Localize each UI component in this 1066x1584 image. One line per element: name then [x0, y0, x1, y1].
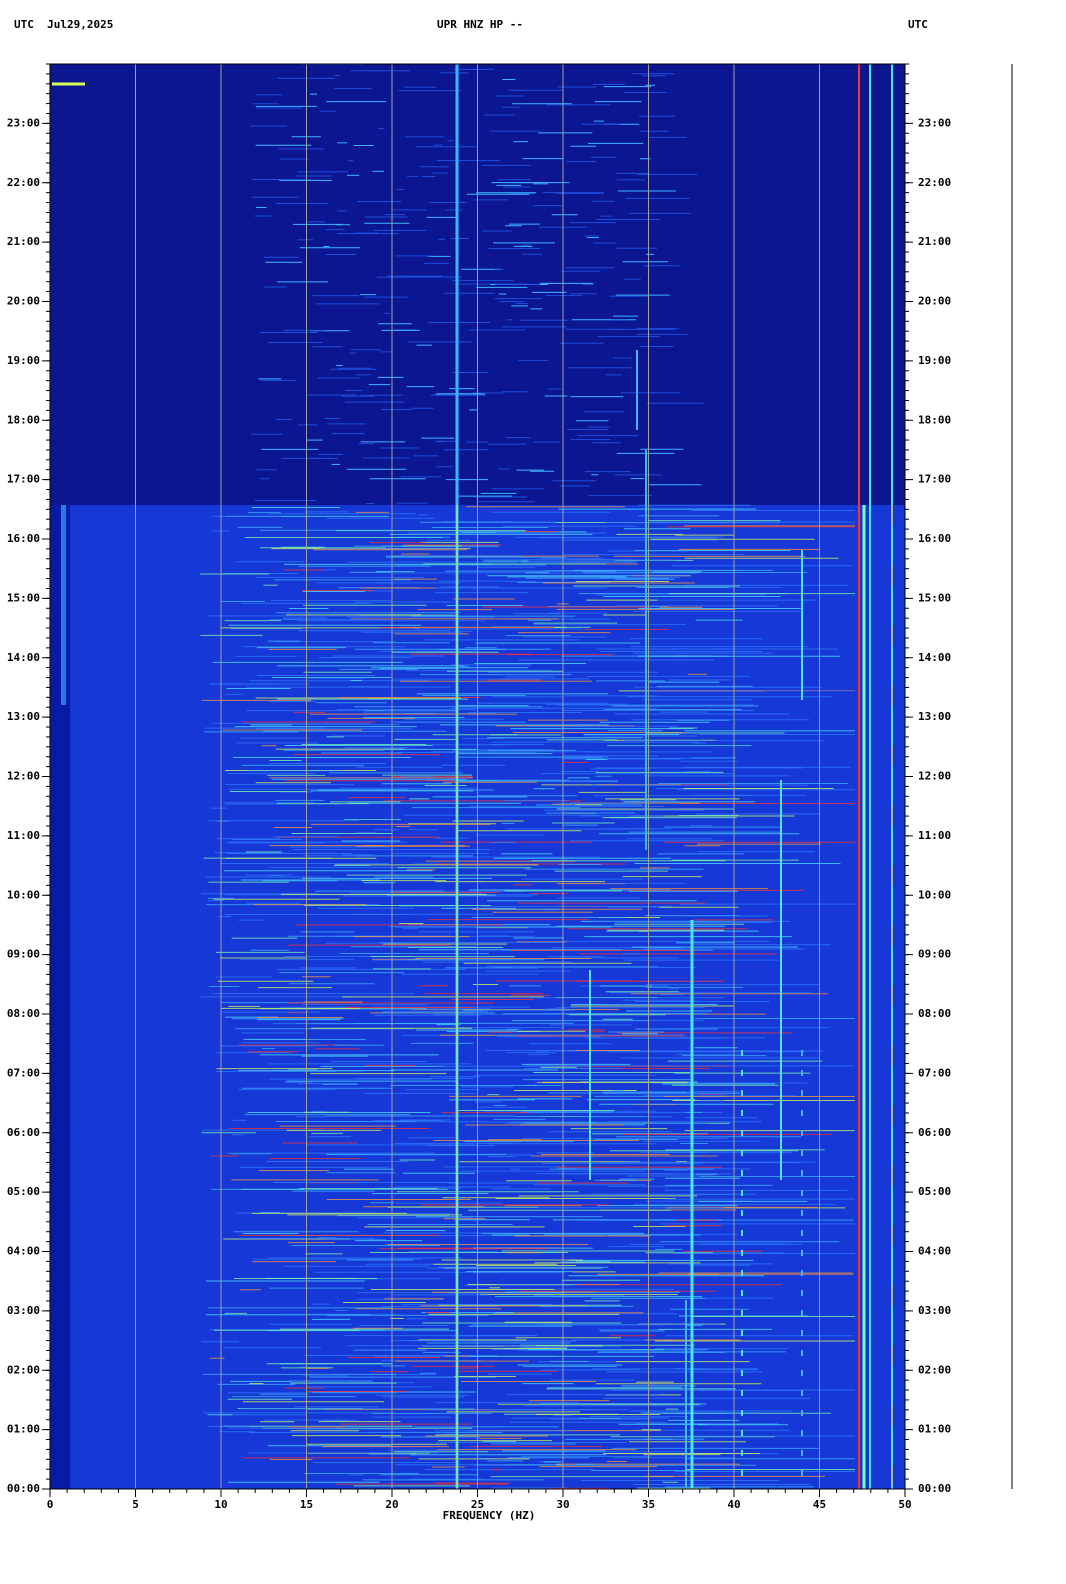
low-band: [50, 505, 70, 1489]
y-tick-label: 20:00: [7, 295, 40, 308]
y-tick-label: 02:00: [7, 1363, 40, 1376]
x-tick-label: 35: [642, 1498, 655, 1511]
x-tick-label: 5: [132, 1498, 139, 1511]
y-tick-label: 03:00: [7, 1304, 40, 1317]
y-tick-label: 14:00: [7, 651, 40, 664]
axes: 0 5 10 15 20 25 30 35 40 45 50 00:00 00:00 01:00 01:00…: [7, 63, 951, 1511]
y-tick-label: 23:00: [7, 116, 40, 129]
y-tick-label: 07:00: [918, 1066, 951, 1079]
y-tick-label: 00:00: [918, 1482, 951, 1495]
x-axis-label: FREQUENCY (HZ): [443, 1509, 536, 1522]
y-tick-label: 16:00: [7, 532, 40, 545]
y-tick-label: 02:00: [918, 1363, 951, 1376]
y-tick-label: 14:00: [918, 651, 951, 664]
header-right: UTC: [908, 18, 928, 31]
y-tick-label: 12:00: [918, 770, 951, 783]
y-tick-label: 11:00: [7, 829, 40, 842]
x-tick-label: 15: [300, 1498, 313, 1511]
y-tick-label: 07:00: [7, 1066, 40, 1079]
y-tick-label: 13:00: [7, 710, 40, 723]
y-tick-label: 16:00: [918, 532, 951, 545]
y-tick-label: 18:00: [918, 413, 951, 426]
y-tick-label: 19:00: [918, 354, 951, 367]
y-tick-label: 15:00: [918, 591, 951, 604]
x-tick-label: 25: [471, 1498, 484, 1511]
y-tick-label: 09:00: [7, 948, 40, 961]
y-tick-label: 22:00: [918, 176, 951, 189]
chart-title: UPR HNZ HP --: [437, 18, 523, 31]
x-tick-label: 45: [813, 1498, 826, 1511]
y-tick-label: 01:00: [7, 1423, 40, 1436]
plot-frame: [49, 63, 906, 1490]
y-tick-label: 23:00: [918, 116, 951, 129]
y-tick-label: 01:00: [918, 1423, 951, 1436]
y-tick-label: 21:00: [918, 235, 951, 248]
y-tick-label: 00:00: [7, 1482, 40, 1495]
y-tick-label: 21:00: [7, 235, 40, 248]
y-tick-label: 08:00: [7, 1007, 40, 1020]
y-tick-label: 13:00: [918, 710, 951, 723]
plot-area: [49, 63, 906, 1489]
y-tick-label: 17:00: [7, 473, 40, 486]
y-tick-label: 17:00: [918, 473, 951, 486]
y-tick-label: 08:00: [918, 1007, 951, 1020]
y-tick-label: 18:00: [7, 413, 40, 426]
y-tick-label: 11:00: [918, 829, 951, 842]
y-tick-label: 04:00: [7, 1245, 40, 1258]
y-tick-label: 10:00: [918, 888, 951, 901]
x-tick-label: 40: [727, 1498, 740, 1511]
y-tick-label: 05:00: [7, 1185, 40, 1198]
y-tick-label: 10:00: [7, 888, 40, 901]
y-tick-label: 12:00: [7, 770, 40, 783]
header-left: UTC Jul29,2025: [14, 18, 113, 31]
y-tick-label: 06:00: [918, 1126, 951, 1139]
y-tick-label: 04:00: [918, 1245, 951, 1258]
y-tick-label: 19:00: [7, 354, 40, 367]
x-tick-label: 10: [214, 1498, 227, 1511]
y-tick-label: 06:00: [7, 1126, 40, 1139]
x-tick-label: 0: [47, 1498, 54, 1511]
x-tick-label: 30: [556, 1498, 569, 1511]
y-tick-label: 09:00: [918, 948, 951, 961]
y-tick-label: 15:00: [7, 591, 40, 604]
y-tick-label: 05:00: [918, 1185, 951, 1198]
y-tick-label: 03:00: [918, 1304, 951, 1317]
low-band-bright: [61, 505, 66, 705]
x-tick-label: 50: [898, 1498, 911, 1511]
y-tick-label: 20:00: [918, 295, 951, 308]
y-tick-label: 22:00: [7, 176, 40, 189]
x-tick-label: 20: [385, 1498, 398, 1511]
